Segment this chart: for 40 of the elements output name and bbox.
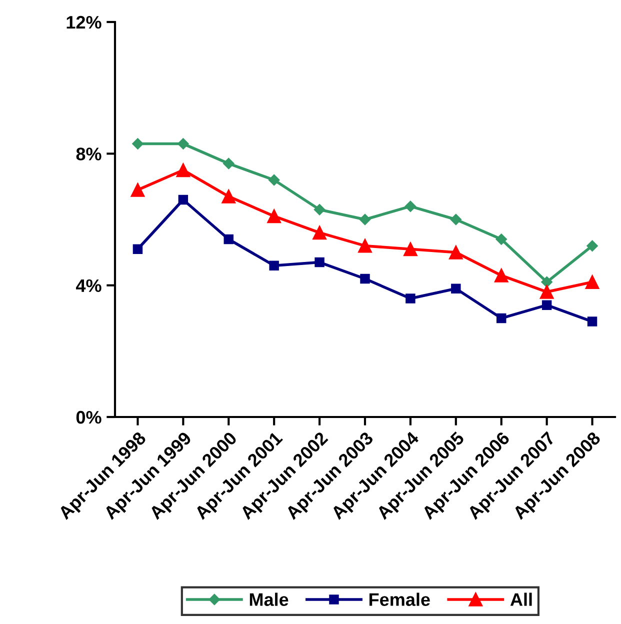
point (494, 268, 508, 282)
point (587, 316, 598, 326)
point (496, 313, 506, 324)
y-tick-label: 8% (76, 148, 102, 160)
legend-label: All (510, 592, 532, 606)
point (224, 234, 234, 244)
point (585, 275, 600, 289)
point (267, 209, 282, 224)
point (450, 214, 462, 226)
legend-label: Female (370, 592, 430, 606)
point (132, 138, 144, 150)
point (359, 214, 371, 226)
point (586, 240, 598, 252)
point (404, 200, 416, 212)
point (314, 204, 326, 216)
point (540, 284, 554, 299)
point (132, 244, 143, 254)
point (541, 276, 552, 288)
point (178, 194, 188, 205)
point (314, 257, 324, 268)
point (496, 234, 507, 245)
point (223, 158, 234, 170)
point (130, 182, 145, 197)
point (448, 245, 463, 260)
point (178, 138, 189, 150)
point (451, 284, 461, 294)
point (358, 238, 372, 253)
point (542, 300, 552, 310)
point (360, 274, 370, 284)
point (404, 242, 418, 256)
point (312, 226, 326, 240)
y-tick-label: 0% (76, 410, 102, 424)
point (406, 294, 416, 304)
point (269, 260, 279, 270)
point (222, 190, 236, 204)
y-tick-label: 12% (66, 16, 102, 29)
point (176, 163, 190, 178)
y-tick-label: 4% (76, 279, 102, 292)
legend-label: Male (250, 592, 288, 606)
point (268, 174, 280, 186)
